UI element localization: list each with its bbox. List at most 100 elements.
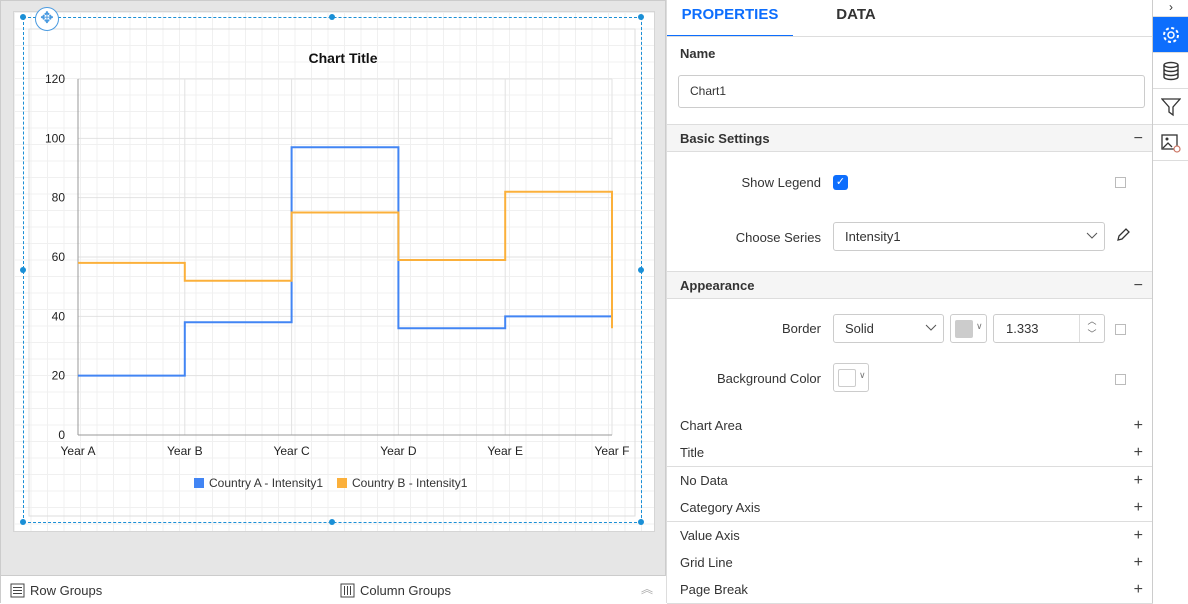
x-tick-label: Year A <box>61 444 96 458</box>
expand-icon[interactable]: + <box>1133 471 1143 489</box>
expand-icon[interactable]: + <box>1133 526 1143 544</box>
legend-swatch-2 <box>337 478 347 488</box>
y-tick-label: 80 <box>52 191 66 205</box>
y-tick-label: 60 <box>52 250 66 264</box>
name-label: Name <box>680 46 716 61</box>
section-chart-area[interactable]: Chart Area + <box>667 412 1153 440</box>
chevron-down-icon: ∨ <box>859 370 866 380</box>
report-canvas <box>13 11 655 532</box>
filter-icon[interactable] <box>1153 89 1188 125</box>
border-width-value: 1.333 <box>1006 321 1039 336</box>
override-checkbox[interactable] <box>1115 324 1126 335</box>
resize-handle[interactable] <box>329 14 335 20</box>
override-checkbox[interactable] <box>1115 177 1126 188</box>
border-style-select[interactable]: Solid <box>833 314 944 343</box>
chart[interactable]: Chart Title 0 20 40 60 80 100 120 Year A Year B Ye… <box>1 1 667 575</box>
series-line-2 <box>78 190 613 329</box>
override-checkbox[interactable] <box>1115 374 1126 385</box>
section-appearance[interactable]: Appearance − <box>667 271 1153 299</box>
column-groups-button[interactable]: Column Groups <box>340 583 451 598</box>
choose-series-label: Choose Series <box>735 230 821 245</box>
x-tick-label: Year F <box>595 444 630 458</box>
expand-up-icon[interactable]: ︽ <box>641 582 654 596</box>
show-legend-label: Show Legend <box>741 175 821 190</box>
move-handle-icon[interactable]: ✥ <box>35 7 59 31</box>
y-tick-label: 0 <box>58 428 65 442</box>
section-title: Page Break <box>680 582 748 598</box>
show-legend-checkbox[interactable]: ✓ <box>833 175 848 190</box>
section-title: Value Axis <box>680 527 740 543</box>
section-no-data[interactable]: No Data + <box>667 466 1153 495</box>
resize-handle[interactable] <box>638 14 644 20</box>
column-groups-icon <box>340 583 355 598</box>
chevron-down-icon: ∨ <box>976 321 983 331</box>
background-color-swatch <box>838 369 856 387</box>
legend-swatch-1 <box>194 478 204 488</box>
legend-label-1: Country A - Intensity1 <box>209 476 323 490</box>
chevron-right-icon[interactable]: › <box>1153 0 1188 17</box>
section-title: Title <box>680 445 705 461</box>
collapse-icon[interactable]: − <box>1133 277 1143 294</box>
x-tick-label: Year C <box>273 444 310 458</box>
chart-title: Chart Title <box>309 50 378 66</box>
background-color-label: Background Color <box>716 371 821 386</box>
resize-handle[interactable] <box>638 267 644 273</box>
row-groups-button[interactable]: Row Groups <box>10 583 102 598</box>
spinner[interactable]: ︿ ﹀ <box>1079 315 1104 342</box>
section-title: Appearance <box>680 278 755 293</box>
row-groups-icon <box>10 583 25 598</box>
selection-border <box>23 17 642 523</box>
resize-handle[interactable] <box>20 14 26 20</box>
border-color-swatch <box>955 320 973 338</box>
resize-handle[interactable] <box>20 519 26 525</box>
section-basic-settings[interactable]: Basic Settings − <box>667 124 1153 152</box>
expand-icon[interactable]: + <box>1133 499 1143 517</box>
section-grid-line[interactable]: Grid Line + <box>667 549 1153 577</box>
database-icon[interactable] <box>1153 53 1188 89</box>
groups-bar: Row Groups Column Groups ︽ <box>1 575 667 604</box>
side-toolbar: › <box>1152 0 1188 603</box>
section-page-break[interactable]: Page Break + <box>667 576 1153 604</box>
expand-icon[interactable]: + <box>1133 417 1143 434</box>
column-groups-label: Column Groups <box>360 583 452 598</box>
image-settings-icon[interactable] <box>1153 125 1188 161</box>
properties-panel: PROPERTIES DATA Name Chart1 Basic Settin… <box>666 0 1153 604</box>
design-surface: Chart Title 0 20 40 60 80 100 120 Year A Year B Ye… <box>0 0 667 604</box>
section-title: Basic Settings <box>680 131 770 146</box>
y-tick-label: 120 <box>45 72 65 86</box>
y-tick-label: 100 <box>45 131 65 145</box>
resize-handle[interactable] <box>638 519 644 525</box>
background-color-picker[interactable]: ∨ <box>833 363 869 392</box>
gear-icon[interactable] <box>1153 17 1188 53</box>
series-value: Intensity1 <box>845 229 901 244</box>
chevron-down-icon <box>925 324 937 331</box>
series-line-1 <box>78 146 612 377</box>
section-category-axis[interactable]: Category Axis + <box>667 494 1153 523</box>
section-value-axis[interactable]: Value Axis + <box>667 521 1153 550</box>
expand-icon[interactable]: + <box>1133 581 1143 599</box>
border-width-input[interactable]: 1.333 ︿ ﹀ <box>993 314 1105 343</box>
resize-handle[interactable] <box>20 267 26 273</box>
collapse-icon[interactable]: − <box>1133 130 1143 147</box>
expand-icon[interactable]: + <box>1133 554 1143 571</box>
border-color-picker[interactable]: ∨ <box>950 314 987 343</box>
section-title: No Data <box>680 472 728 488</box>
section-title: Grid Line <box>680 555 733 570</box>
tab-properties[interactable]: PROPERTIES <box>667 0 793 37</box>
legend-label-2: Country B - Intensity1 <box>352 476 468 490</box>
row-groups-label: Row Groups <box>30 583 103 598</box>
section-title: Chart Area <box>680 418 743 433</box>
tab-data[interactable]: DATA <box>836 6 876 23</box>
expand-icon[interactable]: + <box>1133 444 1143 462</box>
choose-series-select[interactable]: Intensity1 <box>833 222 1105 251</box>
border-style-value: Solid <box>845 321 874 336</box>
x-tick-label: Year B <box>167 444 203 458</box>
resize-handle[interactable] <box>329 519 335 525</box>
edit-pencil-icon[interactable] <box>1116 228 1130 242</box>
x-tick-label: Year E <box>487 444 523 458</box>
border-label: Border <box>781 321 821 336</box>
chart-area-border <box>28 28 636 517</box>
y-tick-label: 20 <box>52 369 66 383</box>
section-title[interactable]: Title + <box>667 439 1153 468</box>
name-input[interactable]: Chart1 <box>678 75 1145 108</box>
